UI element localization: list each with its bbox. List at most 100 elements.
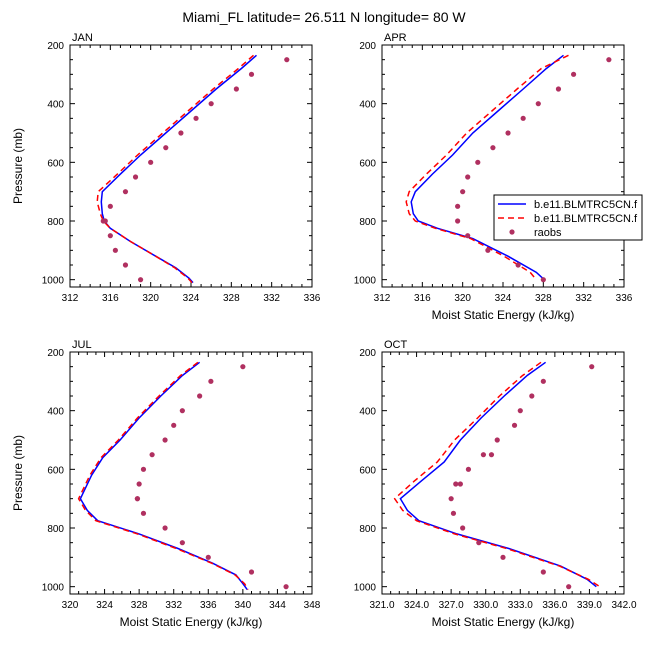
raobs-point bbox=[606, 57, 612, 63]
raobs-point bbox=[122, 189, 129, 195]
x-tick-label: 324 bbox=[495, 293, 512, 304]
series-line-2 bbox=[96, 54, 254, 284]
x-tick-label: 320 bbox=[454, 293, 471, 304]
y-tick-label: 1000 bbox=[42, 583, 65, 594]
raobs-point bbox=[450, 510, 457, 516]
raobs-point bbox=[475, 159, 481, 165]
raobs-point bbox=[566, 584, 572, 590]
y-tick-label: 200 bbox=[47, 348, 64, 359]
raobs-point bbox=[112, 247, 118, 253]
x-tick-label: 328 bbox=[131, 600, 148, 611]
panel-label: OCT bbox=[384, 339, 408, 351]
raobs-point bbox=[178, 130, 184, 136]
raobs-point bbox=[465, 233, 471, 239]
x-tick-label: 332 bbox=[575, 293, 592, 304]
y-tick-label: 800 bbox=[359, 524, 376, 535]
raobs-point bbox=[162, 437, 168, 443]
y-tick-label: 600 bbox=[47, 158, 64, 169]
y-tick-label: 400 bbox=[47, 100, 64, 111]
x-tick-label: 332 bbox=[263, 293, 280, 304]
raobs-point bbox=[197, 393, 203, 399]
y-tick-label: 800 bbox=[47, 217, 64, 228]
raobs-point bbox=[529, 393, 535, 399]
y-tick-label: 800 bbox=[47, 524, 64, 535]
x-tick-label: 333.0 bbox=[508, 600, 533, 611]
raobs-point bbox=[140, 510, 147, 516]
y-tick-label: 200 bbox=[359, 348, 376, 359]
x-tick-label: 336.0 bbox=[542, 600, 567, 611]
x-tick-label: 324 bbox=[96, 600, 113, 611]
series-line-1 bbox=[399, 361, 597, 588]
raobs-point bbox=[476, 540, 482, 546]
x-tick-label: 327.0 bbox=[439, 600, 464, 611]
raobs-point bbox=[448, 496, 454, 502]
raobs-point bbox=[162, 525, 168, 531]
raobs-point bbox=[208, 378, 214, 384]
raobs-point bbox=[500, 554, 506, 560]
x-tick-label: 339.0 bbox=[577, 600, 602, 611]
y-tick-label: 400 bbox=[47, 407, 64, 418]
y-tick-label: 1000 bbox=[42, 276, 65, 287]
raobs-point bbox=[540, 378, 546, 384]
panel-jul: JUL 320 324 328 332 336 340 344 348 200 400 600 800 1… bbox=[11, 339, 321, 629]
raobs-point bbox=[570, 71, 577, 77]
series-line-2 bbox=[405, 54, 569, 281]
raobs-point bbox=[107, 233, 113, 239]
plot-frame bbox=[381, 44, 625, 288]
raobs-point bbox=[465, 174, 471, 180]
x-tick-label: 340 bbox=[235, 600, 252, 611]
x-tick-label: 328 bbox=[223, 293, 240, 304]
legend-label: b.e11.BLMTRC5CN.f bbox=[534, 213, 638, 225]
series-line-1 bbox=[79, 361, 248, 591]
y-tick-label: 400 bbox=[359, 407, 376, 418]
x-axis-title: Moist Static Energy (kJ/kg) bbox=[432, 308, 575, 322]
panel-label: JAN bbox=[72, 32, 93, 44]
raobs-point bbox=[171, 422, 177, 428]
raobs-point bbox=[208, 101, 214, 107]
raobs-point bbox=[134, 496, 141, 502]
panel-label: APR bbox=[384, 32, 407, 44]
raobs-point bbox=[248, 569, 255, 575]
raobs-point bbox=[122, 262, 129, 268]
raobs-point bbox=[457, 481, 463, 487]
raobs-point bbox=[488, 452, 495, 458]
legend-marker bbox=[509, 229, 515, 235]
raobs-point bbox=[100, 218, 106, 224]
raobs-point bbox=[193, 115, 199, 121]
raobs-point bbox=[240, 364, 246, 370]
raobs-point bbox=[465, 466, 472, 472]
raobs-point bbox=[494, 437, 500, 443]
y-tick-label: 800 bbox=[359, 217, 376, 228]
x-tick-label: 330.0 bbox=[473, 600, 498, 611]
y-axis-title: Pressure (mb) bbox=[11, 128, 25, 204]
raobs-point bbox=[233, 86, 239, 92]
x-axis-title: Moist Static Energy (kJ/kg) bbox=[432, 615, 575, 629]
x-tick-label: 336 bbox=[616, 293, 633, 304]
series-line-2 bbox=[77, 361, 249, 590]
panel-oct: OCT 321.0 324.0 327.0 330.0 333.0 336.0 339.0 34… bbox=[354, 339, 637, 629]
legend-label: b.e11.BLMTRC5CN.f bbox=[534, 199, 638, 211]
raobs-point bbox=[540, 569, 546, 575]
raobs-point bbox=[132, 174, 139, 180]
plot-frame bbox=[69, 351, 313, 595]
raobs-point bbox=[248, 71, 255, 77]
raobs-point bbox=[485, 247, 491, 253]
y-tick-label: 200 bbox=[47, 41, 64, 52]
raobs-point bbox=[515, 262, 521, 268]
raobs-point bbox=[455, 218, 461, 224]
figure-title: Miami_FL latitude= 26.511 N longitude= 8… bbox=[182, 9, 466, 25]
plot-area bbox=[77, 361, 289, 591]
x-tick-label: 344 bbox=[269, 600, 286, 611]
x-tick-label: 324.0 bbox=[404, 600, 429, 611]
plot-frame bbox=[69, 44, 313, 288]
raobs-point bbox=[517, 408, 523, 414]
raobs-point bbox=[284, 57, 290, 63]
panel-jan: JAN 312 316 320 324 328 332 336 200 400 600 800 1000… bbox=[11, 32, 321, 304]
plot-area bbox=[405, 54, 612, 283]
raobs-point bbox=[136, 481, 142, 487]
x-tick-label: 320 bbox=[62, 600, 79, 611]
x-axis-title: Moist Static Energy (kJ/kg) bbox=[120, 615, 263, 629]
x-tick-label: 324 bbox=[183, 293, 200, 304]
raobs-point bbox=[179, 540, 185, 546]
raobs-point bbox=[490, 145, 496, 151]
